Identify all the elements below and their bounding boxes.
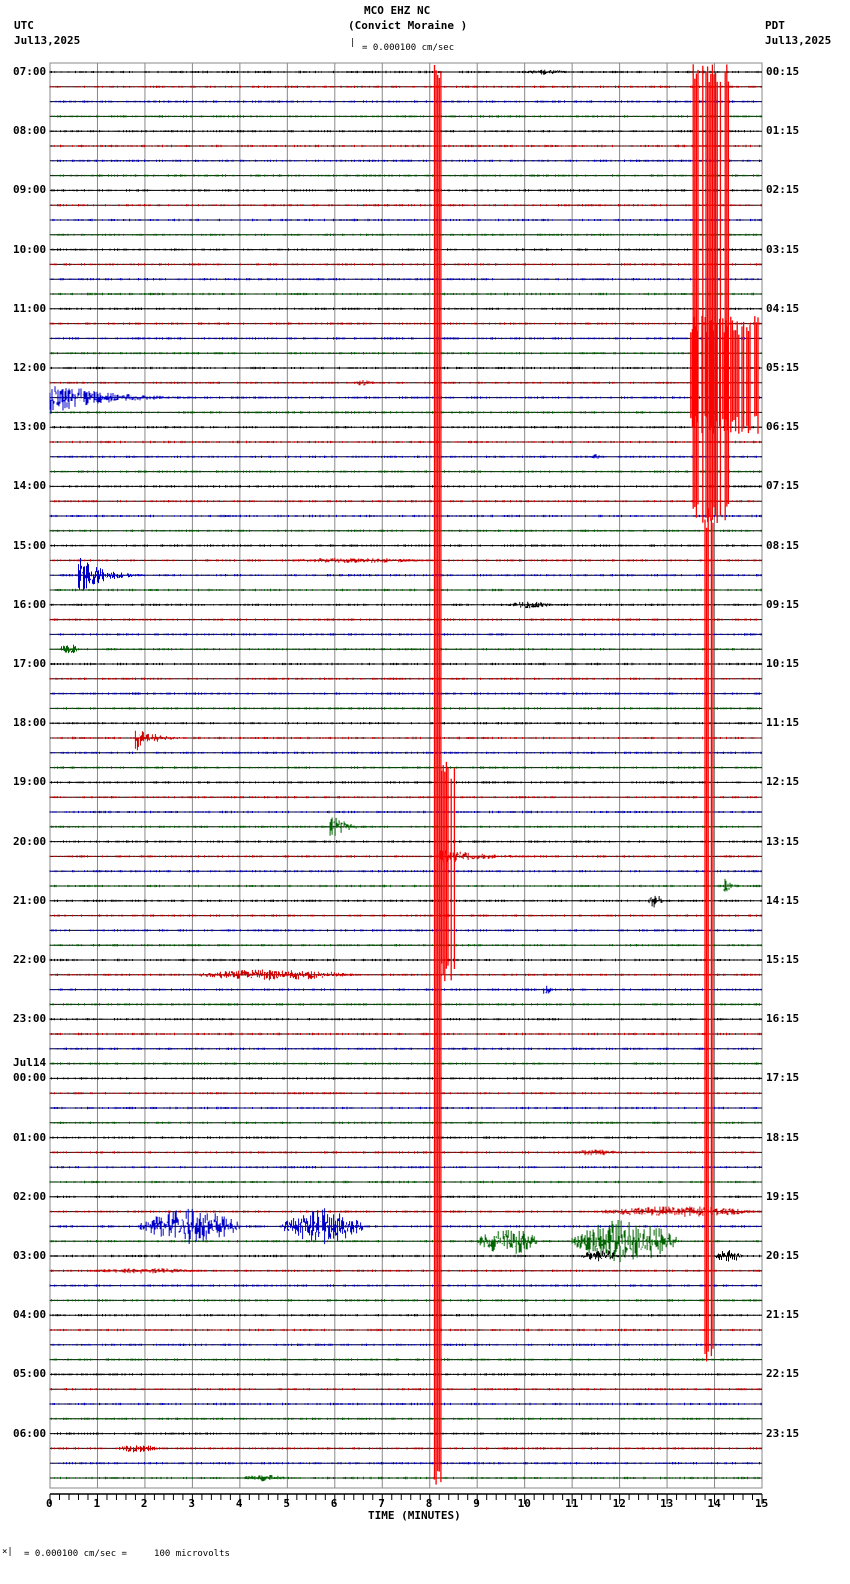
utc-hour-label: 18:00 xyxy=(13,716,47,730)
pdt-time-label: 00:15 xyxy=(766,65,800,78)
x-tick-label: 2 xyxy=(140,1497,148,1510)
x-tick-label: 6 xyxy=(330,1497,338,1510)
right-date: Jul13,2025 xyxy=(765,34,832,47)
pdt-time-label: 21:15 xyxy=(766,1308,800,1322)
station-title: MCO EHZ NC xyxy=(364,4,431,17)
pdt-time-label: 23:15 xyxy=(766,1426,800,1440)
x-tick-label: 7 xyxy=(378,1497,385,1510)
pdt-time-label: 18:15 xyxy=(766,1130,800,1144)
x-tick-label: 15 xyxy=(755,1497,769,1510)
left-date: Jul13,2025 xyxy=(14,34,81,47)
pdt-time-label: 06:15 xyxy=(766,420,800,434)
pdt-time-label: 14:15 xyxy=(766,893,800,907)
pdt-time-label: 22:15 xyxy=(766,1367,800,1381)
utc-hour-label: 19:00 xyxy=(13,775,47,789)
pdt-time-label: 05:15 xyxy=(766,361,800,374)
utc-hour-label: 00:00 xyxy=(13,1071,47,1085)
utc-hour-label: 21:00 xyxy=(13,893,47,907)
scale-label: = 0.000100 cm/sec xyxy=(362,43,455,53)
x-tick-label: 0 xyxy=(46,1497,53,1510)
pdt-time-label: 01:15 xyxy=(766,124,800,138)
x-axis-label: TIME (MINUTES) xyxy=(368,1509,461,1522)
x-tick-label: 11 xyxy=(565,1497,579,1510)
x-tick-label: 10 xyxy=(517,1497,531,1510)
utc-date-label: Jul14 xyxy=(13,1056,47,1070)
scale-bar-icon: ∣ xyxy=(350,38,356,48)
utc-hour-label: 03:00 xyxy=(13,1249,47,1262)
x-tick-label: 9 xyxy=(473,1497,480,1510)
site-name: (Convict Moraine ) xyxy=(348,19,468,32)
utc-hour-label: 14:00 xyxy=(13,479,47,493)
pdt-time-label: 09:15 xyxy=(766,597,800,611)
utc-hour-label: 17:00 xyxy=(13,657,47,670)
utc-hour-label: 16:00 xyxy=(13,597,47,611)
pdt-time-label: 04:15 xyxy=(766,301,800,315)
utc-hour-label: 06:00 xyxy=(13,1426,47,1440)
pdt-time-label: 02:15 xyxy=(766,183,800,197)
pdt-time-label: 10:15 xyxy=(766,657,800,670)
utc-hour-label: 13:00 xyxy=(13,420,47,434)
utc-hour-label: 15:00 xyxy=(13,538,47,552)
pdt-time-label: 17:15 xyxy=(766,1071,800,1085)
utc-hour-label: 20:00 xyxy=(13,834,47,848)
x-tick-label: 4 xyxy=(235,1497,243,1510)
right-timezone: PDT xyxy=(765,19,785,32)
left-timezone: UTC xyxy=(14,19,34,32)
pdt-time-label: 19:15 xyxy=(766,1189,800,1203)
x-tick-label: 3 xyxy=(188,1497,196,1510)
utc-hour-label: 01:00 xyxy=(13,1130,47,1144)
utc-hour-label: 23:00 xyxy=(13,1012,47,1026)
pdt-time-label: 12:15 xyxy=(766,775,800,789)
footer-scale-icon: ×∣ xyxy=(2,1547,13,1557)
pdt-time-label: 11:15 xyxy=(766,716,800,730)
x-tick-label: 8 xyxy=(425,1497,433,1510)
x-tick-label: 13 xyxy=(660,1497,674,1510)
pdt-time-label: 20:15 xyxy=(766,1249,800,1262)
pdt-time-label: 08:15 xyxy=(766,538,800,552)
pdt-time-label: 13:15 xyxy=(766,834,800,848)
utc-hour-label: 10:00 xyxy=(13,242,47,256)
x-tick-label: 5 xyxy=(283,1497,290,1510)
utc-hour-label: 09:00 xyxy=(13,183,47,197)
utc-hour-label: 04:00 xyxy=(13,1308,47,1322)
pdt-time-label: 03:15 xyxy=(766,242,800,256)
utc-hour-label: 02:00 xyxy=(13,1189,47,1203)
utc-hour-label: 08:00 xyxy=(13,124,47,138)
footer-scale-note: = 0.000100 cm/sec = 100 microvolts xyxy=(24,1549,230,1559)
pdt-time-label: 07:15 xyxy=(766,479,800,493)
utc-hour-label: 12:00 xyxy=(13,361,47,374)
pdt-time-label: 16:15 xyxy=(766,1012,800,1026)
utc-hour-label: 05:00 xyxy=(13,1367,47,1381)
pdt-time-label: 15:15 xyxy=(766,953,800,966)
x-tick-label: 14 xyxy=(707,1497,721,1510)
x-tick-label: 1 xyxy=(93,1497,101,1510)
x-tick-label: 12 xyxy=(612,1497,626,1510)
utc-hour-label: 07:00 xyxy=(13,65,47,78)
utc-hour-label: 22:00 xyxy=(13,953,47,966)
utc-hour-label: 11:00 xyxy=(13,301,47,315)
